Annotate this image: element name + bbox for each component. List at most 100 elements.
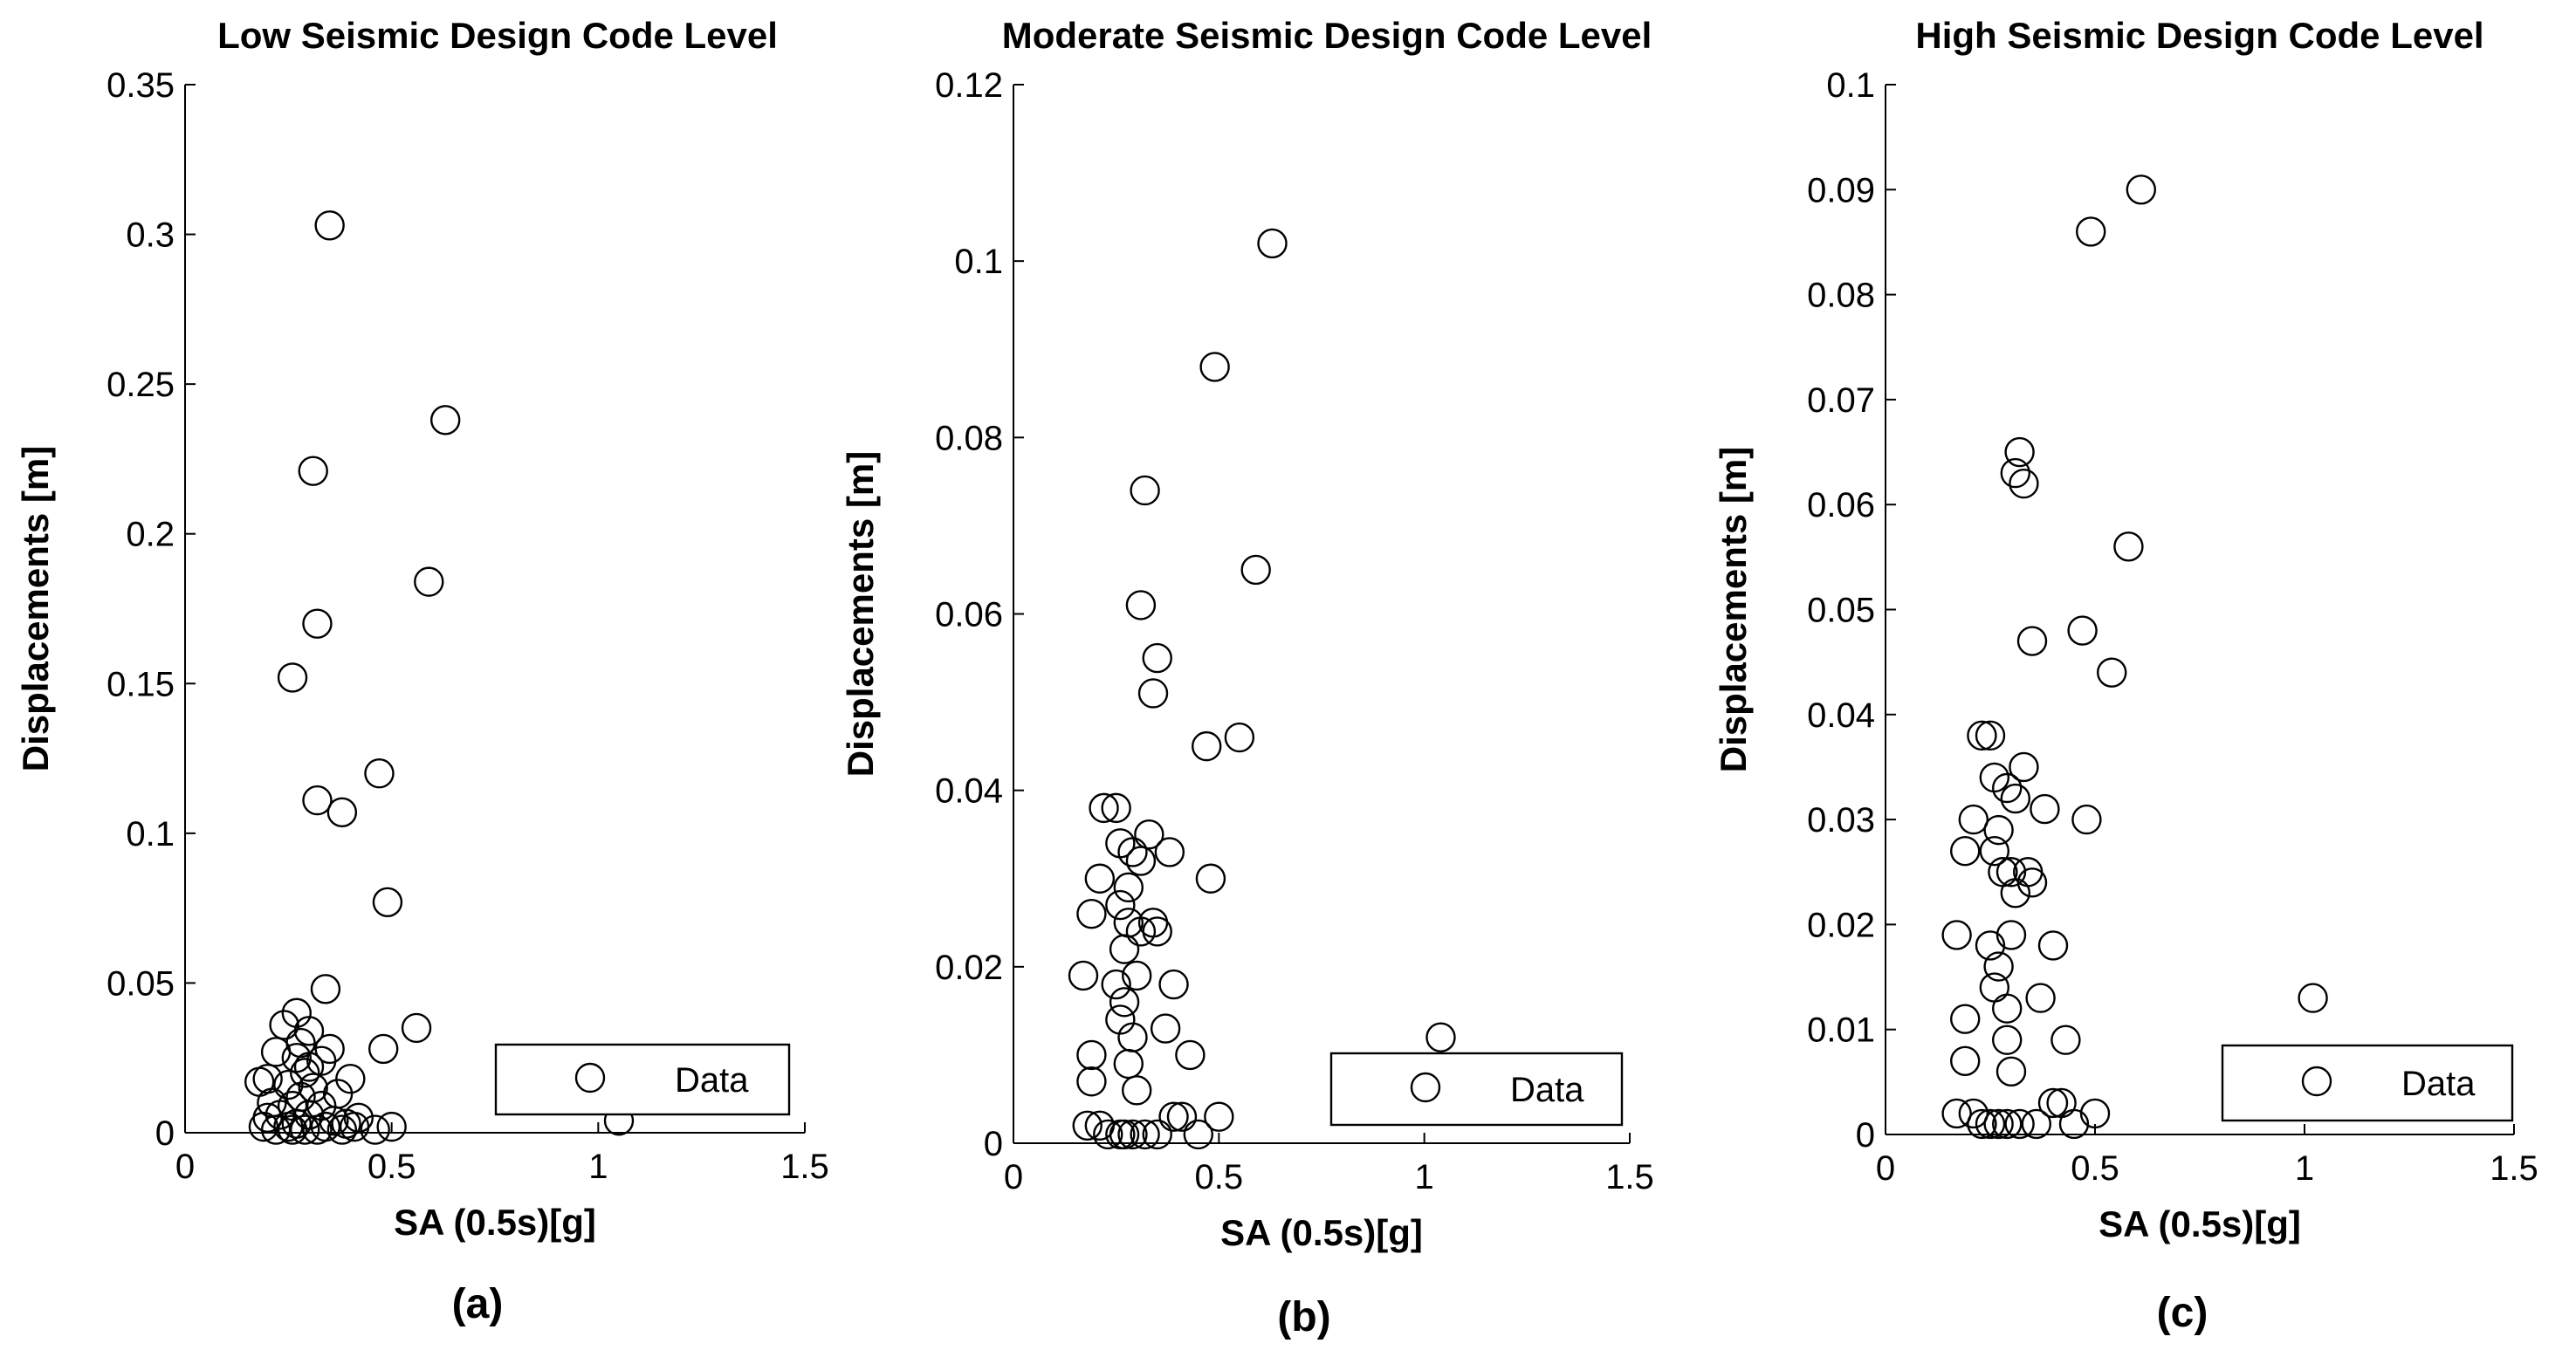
x-tick-label: 0 xyxy=(1004,1158,1023,1196)
legend-box xyxy=(494,1043,791,1116)
chart-title: Moderate Seismic Design Code Level xyxy=(1002,15,1652,56)
legend-box xyxy=(1329,1052,1624,1127)
legend-marker xyxy=(574,1062,606,1093)
y-tick-label: 0.3 xyxy=(126,216,175,255)
y-tick-label: 0.09 xyxy=(1807,171,1875,209)
data-point xyxy=(1979,972,2010,1003)
data-point xyxy=(2298,983,2328,1013)
data-point xyxy=(1991,993,2023,1024)
data-point xyxy=(1204,1101,1234,1132)
y-tick-label: 0.05 xyxy=(1807,592,1875,630)
y-tick-label: 0 xyxy=(1856,1116,1875,1155)
y-axis-label: Displacements [m] xyxy=(15,446,56,771)
data-point xyxy=(1967,1108,1997,1140)
y-tick-label: 0 xyxy=(984,1125,1003,1163)
data-point xyxy=(1101,969,1131,1000)
data-point xyxy=(1150,1013,1181,1044)
x-tick-label: 0.5 xyxy=(368,1148,416,1186)
x-tick-label: 0 xyxy=(1876,1149,1895,1188)
data-point xyxy=(2075,216,2106,247)
data-point xyxy=(2050,1025,2081,1055)
y-tick-label: 0.08 xyxy=(1807,277,1875,315)
data-point xyxy=(2009,751,2039,783)
data-point xyxy=(1975,720,2006,751)
legend-marker xyxy=(2301,1066,2332,1097)
panel-label: (a) xyxy=(452,1281,504,1327)
data-point xyxy=(248,1111,279,1142)
data-point xyxy=(1975,930,2006,961)
data-point xyxy=(269,1010,299,1040)
data-point xyxy=(2096,657,2127,688)
data-point xyxy=(1996,857,2027,888)
data-point xyxy=(2004,1108,2035,1140)
data-point xyxy=(2037,930,2069,961)
data-point xyxy=(1068,960,1099,991)
data-point xyxy=(1105,1004,1136,1035)
y-tick-label: 0.35 xyxy=(106,66,175,105)
x-tick-label: 0.5 xyxy=(1195,1158,1244,1196)
data-point xyxy=(1991,1108,2023,1140)
data-point xyxy=(2113,531,2144,562)
data-point xyxy=(1958,804,1989,835)
y-tick-label: 0.1 xyxy=(126,815,175,853)
y-tick-label: 0.04 xyxy=(1807,696,1875,735)
legend-label: Data xyxy=(1510,1071,1584,1109)
y-tick-label: 0.2 xyxy=(126,516,175,554)
data-point xyxy=(331,1108,361,1139)
data-point xyxy=(302,608,333,639)
data-point xyxy=(1941,920,1972,950)
data-point xyxy=(1224,722,1255,753)
data-point xyxy=(273,1111,304,1142)
data-point xyxy=(1093,1119,1123,1150)
chart-panel-1: Low Seismic Design Code Level 0 0.05 0.1 0.1… xyxy=(15,15,829,1327)
data-point xyxy=(1996,920,2027,950)
data-point xyxy=(310,974,341,1004)
x-tick-label: 0.5 xyxy=(2071,1149,2119,1188)
data-point xyxy=(2126,175,2157,205)
data-point xyxy=(2067,615,2098,646)
data-point xyxy=(1101,792,1131,824)
data-point xyxy=(314,210,345,241)
data-point xyxy=(277,1114,308,1145)
data-point xyxy=(2030,793,2060,825)
x-tick-label: 1.5 xyxy=(2490,1149,2538,1188)
data-point xyxy=(1121,1075,1152,1106)
y-tick-label: 0.02 xyxy=(1807,906,1875,944)
x-tick-label: 1 xyxy=(1415,1158,1434,1196)
data-point xyxy=(1158,1101,1189,1132)
data-point xyxy=(1240,554,1271,586)
data-point xyxy=(1175,1039,1206,1071)
data-point xyxy=(1154,837,1185,867)
panel-label: (b) xyxy=(1277,1294,1330,1340)
data-point xyxy=(290,1058,320,1088)
data-point xyxy=(1158,969,1189,1000)
data-point xyxy=(1949,1004,1981,1034)
chart-panel-3: High Seismic Design Code Level 0 0.01 0.02 0… xyxy=(1713,15,2538,1336)
chart-title: Low Seismic Design Code Level xyxy=(217,15,778,56)
data-point xyxy=(430,405,461,435)
data-point xyxy=(1105,889,1136,921)
data-point xyxy=(298,456,328,486)
data-point xyxy=(364,758,395,789)
data-point xyxy=(1941,1098,1972,1129)
data-point xyxy=(1072,1110,1103,1141)
data-point xyxy=(376,1111,407,1142)
y-tick-label: 0.06 xyxy=(1807,486,1875,524)
data-point xyxy=(1076,1066,1107,1097)
data-point xyxy=(1137,678,1169,709)
data-point xyxy=(335,1064,366,1094)
legend-label: Data xyxy=(675,1061,749,1100)
x-tick-label: 1.5 xyxy=(780,1148,829,1186)
y-tick-label: 0.25 xyxy=(106,366,175,404)
data-point xyxy=(1979,835,2010,867)
data-point xyxy=(1089,792,1119,824)
data-point xyxy=(273,1069,304,1100)
data-point xyxy=(2016,867,2048,898)
data-point xyxy=(1983,951,2014,982)
data-point xyxy=(1983,814,2014,846)
data-point xyxy=(281,1043,312,1073)
data-point xyxy=(1183,1119,1214,1150)
data-point xyxy=(1958,1098,1989,1129)
data-point xyxy=(1125,916,1157,947)
